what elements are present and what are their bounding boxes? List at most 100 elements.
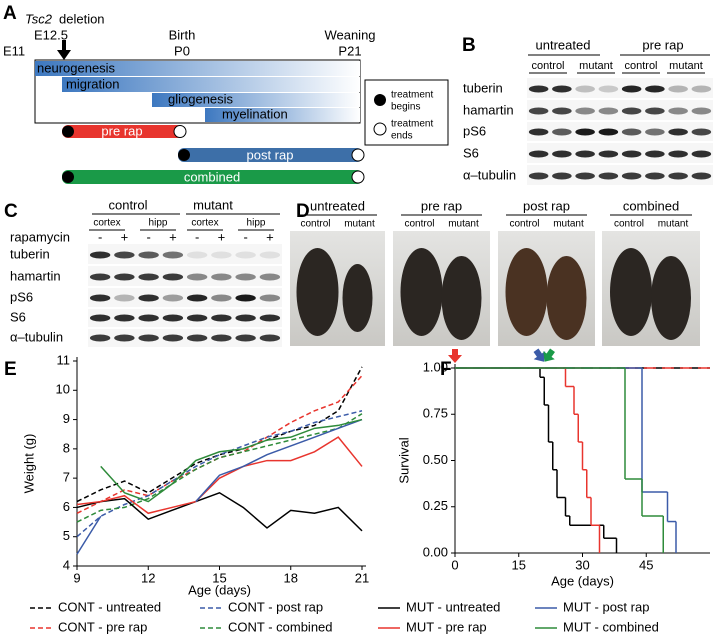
end-dot (351, 170, 365, 184)
row-label: pS6 (463, 123, 486, 138)
y-tick-label: 9 (63, 411, 70, 426)
phase-label: migration (66, 76, 119, 91)
band (645, 128, 665, 136)
subgroup-label: control (614, 219, 644, 230)
band (575, 128, 595, 136)
sign: - (146, 229, 150, 244)
subgroup-label: mutant (579, 60, 613, 72)
end-dot (351, 148, 365, 162)
band (186, 314, 208, 322)
band (138, 314, 159, 322)
treatment-bar (178, 148, 363, 162)
band (691, 85, 712, 93)
x-tick-label: 15 (512, 557, 526, 572)
row-label: hamartin (463, 102, 514, 117)
treatment-label: pre rap (101, 123, 142, 138)
group-label: untreated (310, 198, 365, 213)
x-tick-label: 18 (284, 570, 298, 585)
timepoint: Birth (169, 27, 196, 42)
band (259, 314, 281, 322)
band (691, 150, 712, 158)
row-label: S6 (10, 309, 26, 324)
group-label: pre rap (642, 37, 683, 52)
start-dot (178, 149, 190, 161)
region-label: cortex (93, 218, 120, 229)
subgroup-label: control (624, 60, 657, 72)
band (162, 251, 184, 259)
sign: - (243, 229, 247, 244)
band (211, 273, 232, 281)
region-label: hipp (149, 218, 168, 229)
band (552, 150, 572, 158)
y-tick-label: 0.75 (423, 406, 448, 421)
panel-label: B (462, 35, 476, 56)
band (645, 150, 665, 158)
y-tick-label: 7 (63, 470, 70, 485)
band (114, 314, 135, 322)
band (621, 85, 642, 93)
band (575, 150, 595, 158)
deletion-label: deletion (59, 11, 105, 26)
band (668, 128, 688, 136)
timepoint: P21 (338, 43, 361, 58)
group-label: post rap (523, 198, 570, 213)
mouse (610, 248, 652, 336)
x-tick-label: 15 (212, 570, 226, 585)
group-label: untreated (536, 37, 591, 52)
legend-text: ends (391, 131, 413, 142)
phase-label: neurogenesis (37, 60, 116, 75)
sign: + (266, 229, 274, 244)
sign: - (98, 229, 102, 244)
sign: + (121, 229, 129, 244)
treatment-arrow (533, 348, 546, 362)
phase-bar (62, 77, 360, 92)
legend-label: MUT - pre rap (406, 619, 487, 634)
y-tick-label: 11 (57, 352, 71, 367)
row-label: α–tubulin (10, 329, 63, 344)
group-label: combined (623, 198, 679, 213)
band (598, 128, 619, 136)
row-label: pS6 (10, 289, 33, 304)
band (114, 294, 135, 302)
legend-label: CONT - pre rap (58, 619, 147, 634)
band (691, 128, 712, 136)
band (552, 172, 572, 180)
band (235, 251, 256, 259)
subgroup-label: mutant (344, 219, 375, 230)
end-dot (173, 125, 187, 138)
subgroup-label: control (531, 60, 564, 72)
timepoint: E11 (3, 43, 25, 58)
y-tick-label: 5 (63, 528, 70, 543)
x-tick-label: 12 (141, 570, 155, 585)
band (621, 172, 642, 180)
band (552, 128, 572, 136)
band (162, 334, 184, 342)
legend-label: MUT - combined (563, 619, 659, 634)
y-tick-label: 6 (63, 499, 70, 514)
series-line (76, 436, 363, 515)
band (621, 107, 642, 115)
start-dot (62, 125, 74, 138)
y-tick-label: 4 (63, 557, 70, 572)
subgroup-label: control (509, 219, 539, 230)
band (89, 294, 111, 302)
band (162, 273, 184, 281)
band (528, 172, 549, 180)
treatment-arrow (543, 348, 555, 362)
band (528, 85, 549, 93)
mouse (505, 248, 548, 336)
band (211, 251, 232, 259)
band (235, 294, 256, 302)
band (186, 251, 208, 259)
legend-text: begins (391, 102, 420, 113)
panel-a: A Tsc2 deletion E12.5 E11 Birth P0 Weani… (3, 3, 449, 184)
band (211, 334, 232, 342)
band (138, 294, 159, 302)
y-tick-label: 0.25 (423, 498, 448, 513)
band (186, 334, 208, 342)
band (575, 172, 595, 180)
band (162, 314, 184, 322)
band (598, 150, 619, 158)
subgroup-label: mutant (669, 60, 703, 72)
